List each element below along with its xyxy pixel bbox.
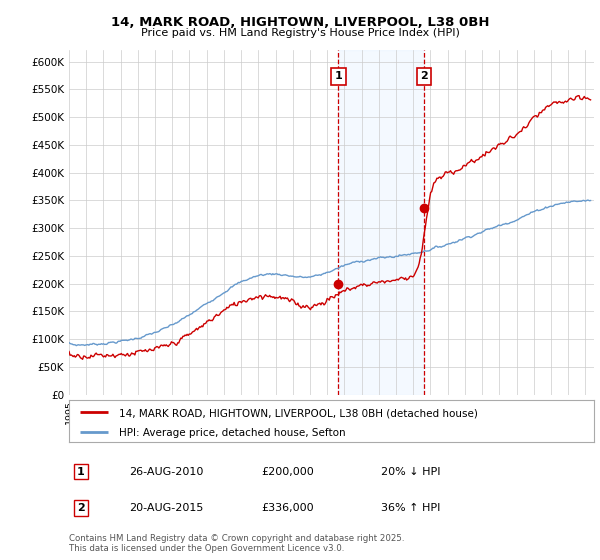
Text: Contains HM Land Registry data © Crown copyright and database right 2025.
This d: Contains HM Land Registry data © Crown c… — [69, 534, 404, 553]
Text: 1: 1 — [77, 466, 85, 477]
Text: £200,000: £200,000 — [261, 466, 314, 477]
Text: 1: 1 — [335, 71, 342, 81]
Text: £336,000: £336,000 — [261, 503, 314, 513]
Text: 26-AUG-2010: 26-AUG-2010 — [129, 466, 203, 477]
Text: 2: 2 — [421, 71, 428, 81]
Text: 20-AUG-2015: 20-AUG-2015 — [129, 503, 203, 513]
Text: Price paid vs. HM Land Registry's House Price Index (HPI): Price paid vs. HM Land Registry's House … — [140, 28, 460, 38]
Text: 36% ↑ HPI: 36% ↑ HPI — [381, 503, 440, 513]
Text: 14, MARK ROAD, HIGHTOWN, LIVERPOOL, L38 0BH: 14, MARK ROAD, HIGHTOWN, LIVERPOOL, L38 … — [111, 16, 489, 29]
Text: HPI: Average price, detached house, Sefton: HPI: Average price, detached house, Seft… — [119, 428, 346, 438]
Bar — [338, 50, 424, 395]
Text: 2: 2 — [77, 503, 85, 513]
Text: 20% ↓ HPI: 20% ↓ HPI — [381, 466, 440, 477]
Text: 14, MARK ROAD, HIGHTOWN, LIVERPOOL, L38 0BH (detached house): 14, MARK ROAD, HIGHTOWN, LIVERPOOL, L38 … — [119, 408, 478, 418]
